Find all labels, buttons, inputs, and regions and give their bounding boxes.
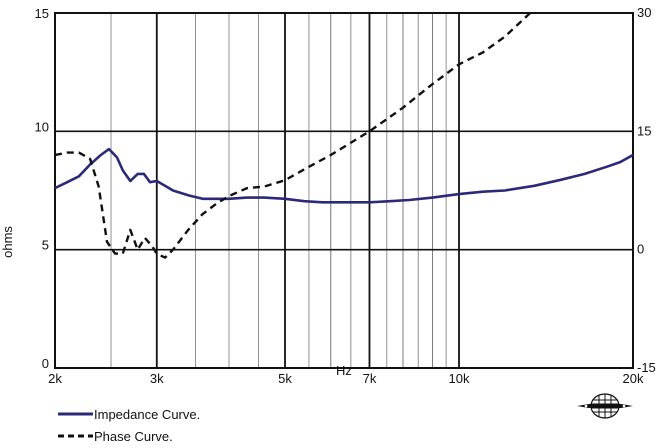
y-tick-label: 15 — [35, 6, 49, 21]
audio-brand-logo-icon — [577, 393, 633, 419]
x-tick-label: 7k — [363, 371, 377, 386]
legend-phase-label: Phase Curve. — [94, 429, 173, 444]
series-layer — [55, 13, 633, 259]
y-tick-label: 0 — [42, 356, 49, 371]
x-tick-label: 2k — [48, 371, 62, 386]
y2-tick-label: 0 — [637, 242, 644, 257]
legend: Impedance Curve. Phase Curve. — [58, 407, 200, 444]
impedance-curve-line — [55, 147, 633, 204]
y2-tick-label: 30 — [637, 5, 651, 20]
plot-axes — [54, 12, 634, 369]
y2-tick-label: 15 — [637, 123, 651, 138]
y2-tick-label: -15 — [637, 360, 656, 375]
y-tick-labels: 0 5 10 15 — [35, 6, 49, 371]
x-axis-label: Hz — [336, 363, 352, 378]
plot-grid — [54, 12, 634, 369]
x-tick-label: 10k — [449, 371, 470, 386]
plot-frame — [54, 12, 634, 369]
y-axis-label: ohms — [0, 226, 15, 258]
x-tick-label: 20k — [623, 371, 644, 386]
y-tick-label: 10 — [35, 119, 49, 134]
x-tick-labels: 2k 3k 5k 7k 10k 20k — [48, 371, 644, 386]
x-tick-label: 5k — [278, 371, 292, 386]
y2-tick-labels: -15 0 15 30 — [637, 5, 656, 375]
phase-curve-line — [55, 13, 532, 259]
x-tick-label: 3k — [150, 371, 164, 386]
y-tick-label: 5 — [42, 238, 49, 253]
legend-impedance-label: Impedance Curve. — [94, 407, 200, 422]
